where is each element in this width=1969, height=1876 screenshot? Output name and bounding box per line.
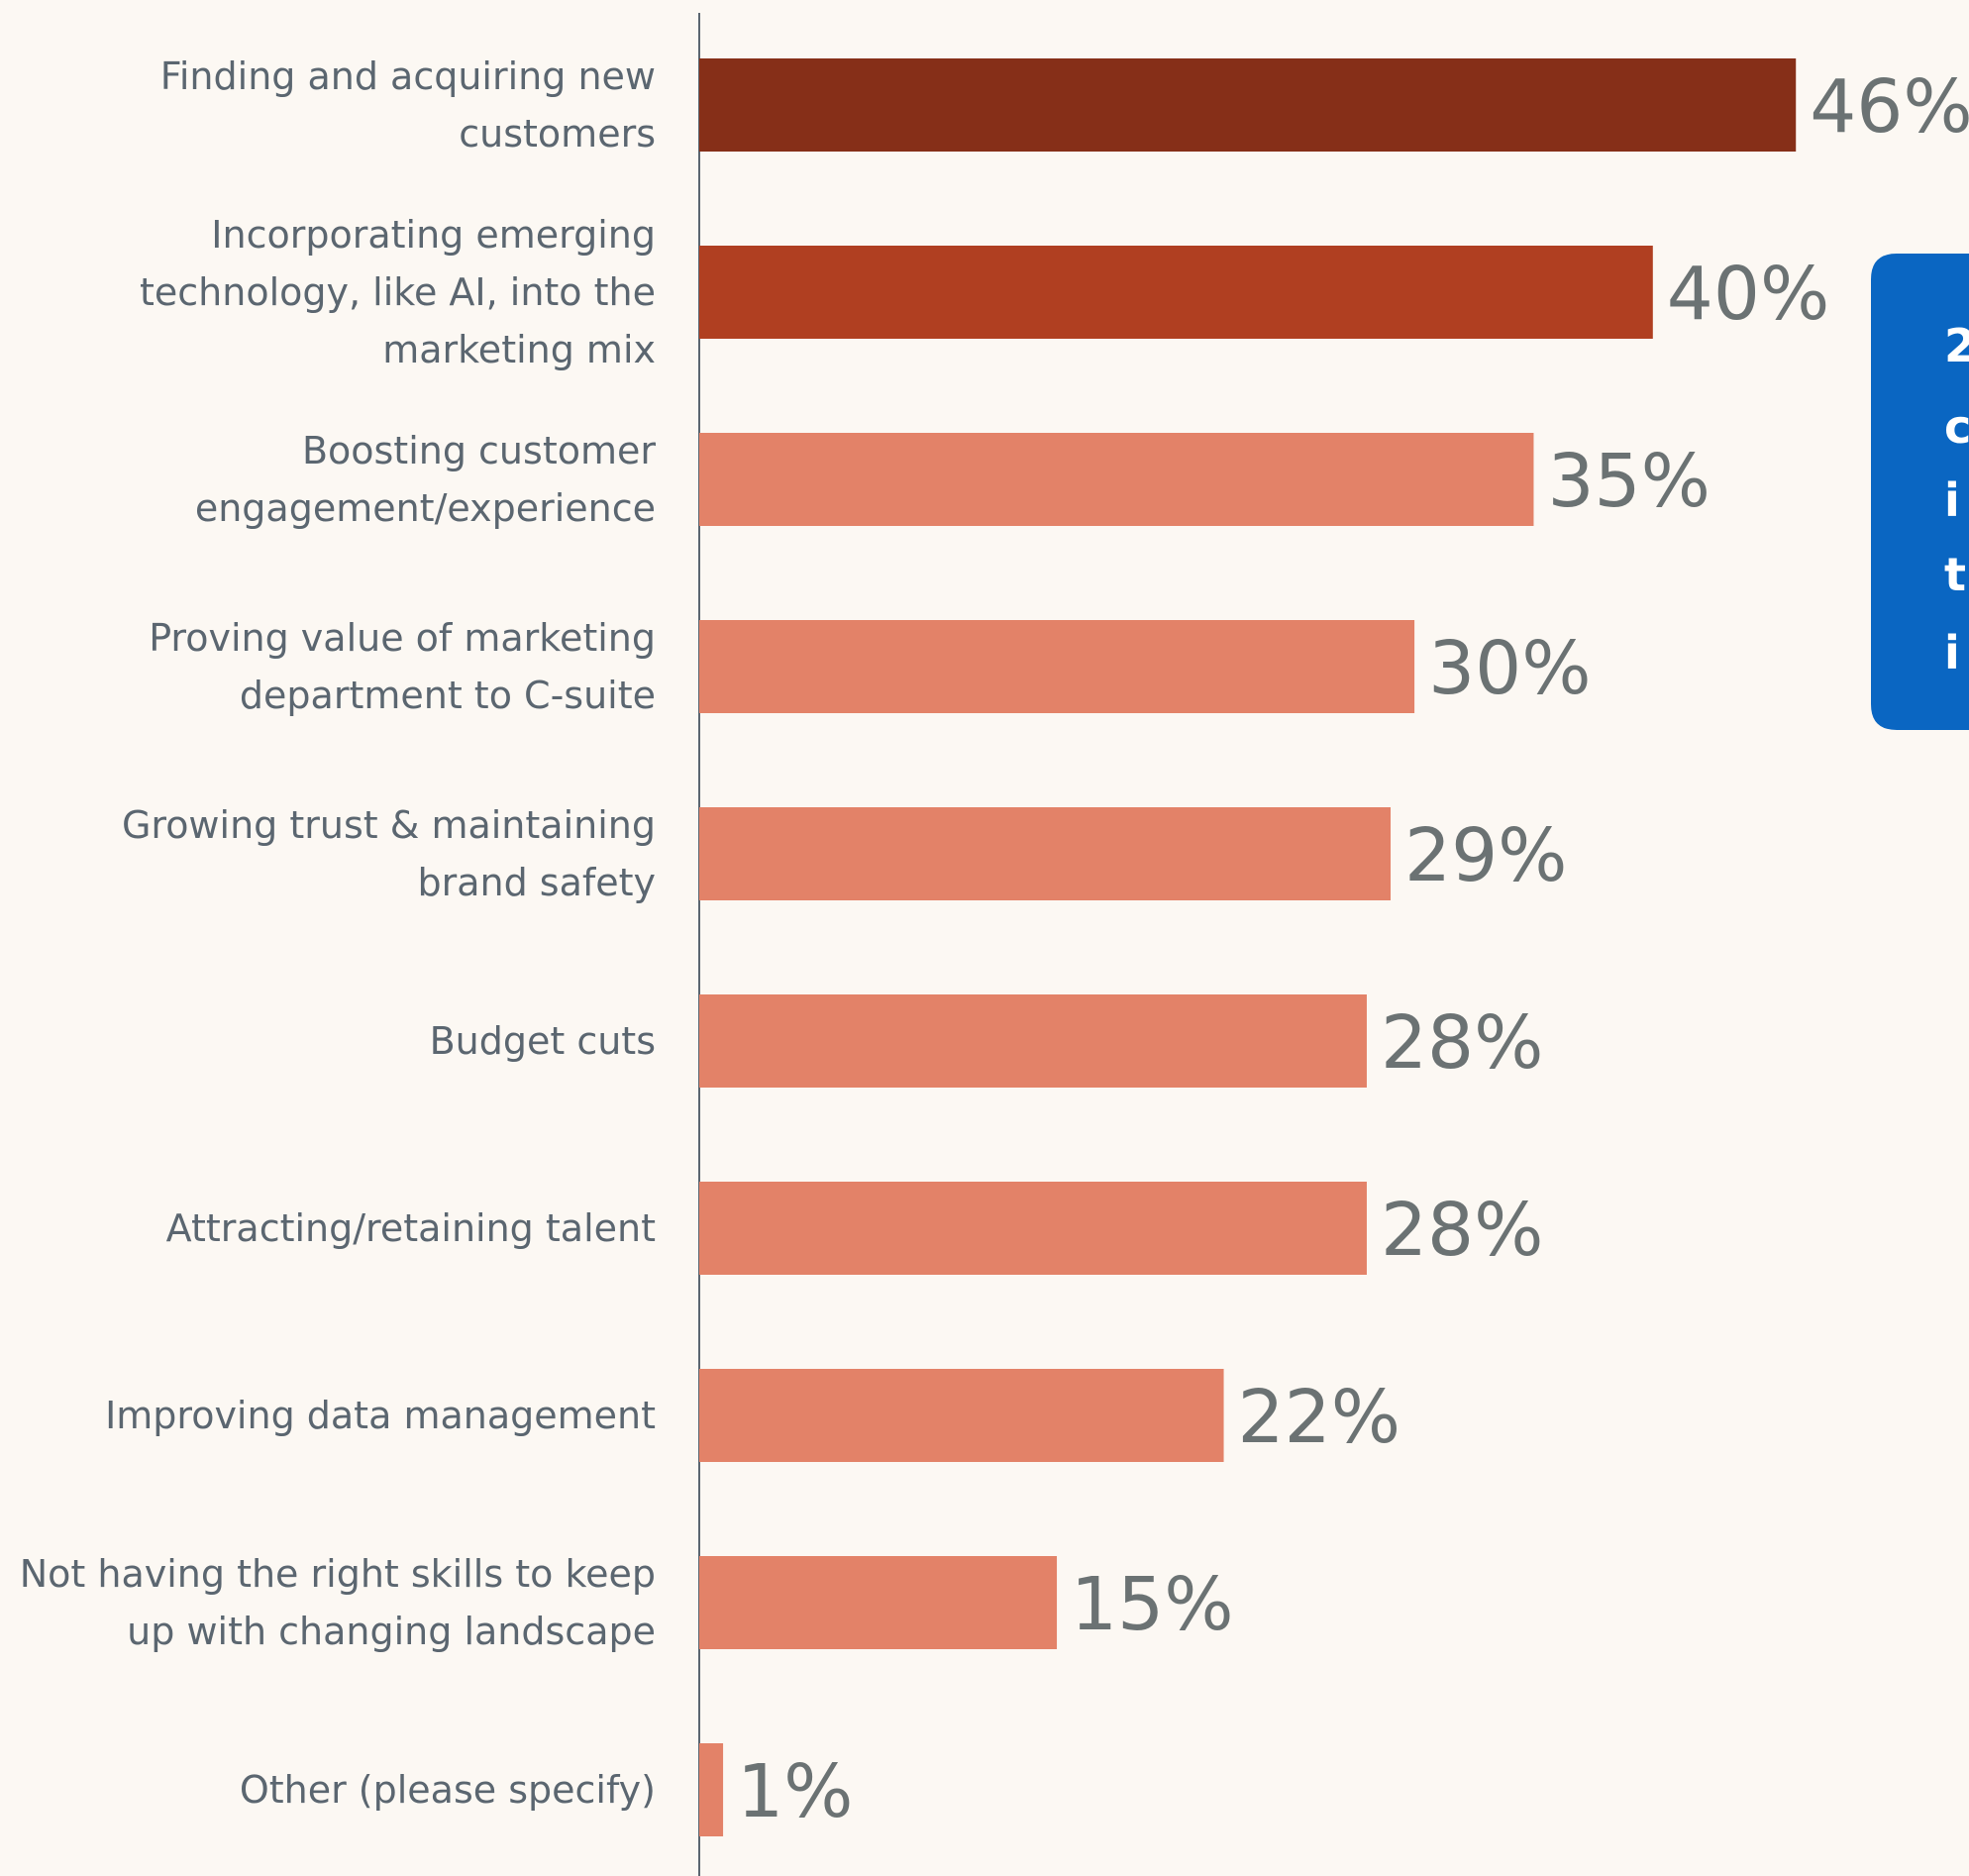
category-label: Other (please specify) [240, 1768, 656, 1812]
callout-box [1871, 254, 1969, 730]
category-label: Incorporating emerging technology, like A… [140, 213, 656, 371]
category-label: Budget cuts [430, 1019, 656, 1063]
callout-text: i [1944, 473, 1960, 527]
value-label: 28% [1381, 1000, 1543, 1086]
bar [699, 58, 1797, 152]
category-label: Growing trust & maintaining brand safety [122, 803, 656, 904]
value-label: 35% [1547, 439, 1710, 524]
bar [699, 807, 1392, 900]
category-label: Improving data management [105, 1394, 656, 1437]
bar [699, 246, 1653, 339]
bar [699, 620, 1415, 713]
value-label: 15% [1071, 1562, 1233, 1647]
value-label: 40% [1667, 252, 1829, 337]
bar [699, 1743, 724, 1836]
callout-text: i [1944, 626, 1960, 679]
bar [699, 1556, 1058, 1649]
category-label: Finding and acquiring new customers [160, 54, 656, 156]
value-label: 1% [737, 1749, 853, 1834]
category-label: Proving value of marketing department to … [149, 616, 656, 717]
category-label: Boosting customer engagement/experience [195, 429, 657, 530]
bar [699, 1182, 1367, 1275]
value-label: 46% [1810, 64, 1969, 150]
callout-text: 2 [1944, 319, 1969, 372]
bar [699, 433, 1534, 526]
bar [699, 994, 1367, 1088]
value-label: 30% [1428, 626, 1591, 711]
callout-text: c [1944, 400, 1969, 454]
bar [699, 1369, 1224, 1462]
value-label: 22% [1238, 1375, 1400, 1460]
value-label: 29% [1404, 813, 1567, 898]
callout-text: t [1944, 548, 1966, 601]
category-label: Not having the right skills to keep up wi… [20, 1552, 656, 1653]
value-label: 28% [1381, 1188, 1543, 1273]
category-label: Attracting/retaining talent [166, 1206, 656, 1250]
